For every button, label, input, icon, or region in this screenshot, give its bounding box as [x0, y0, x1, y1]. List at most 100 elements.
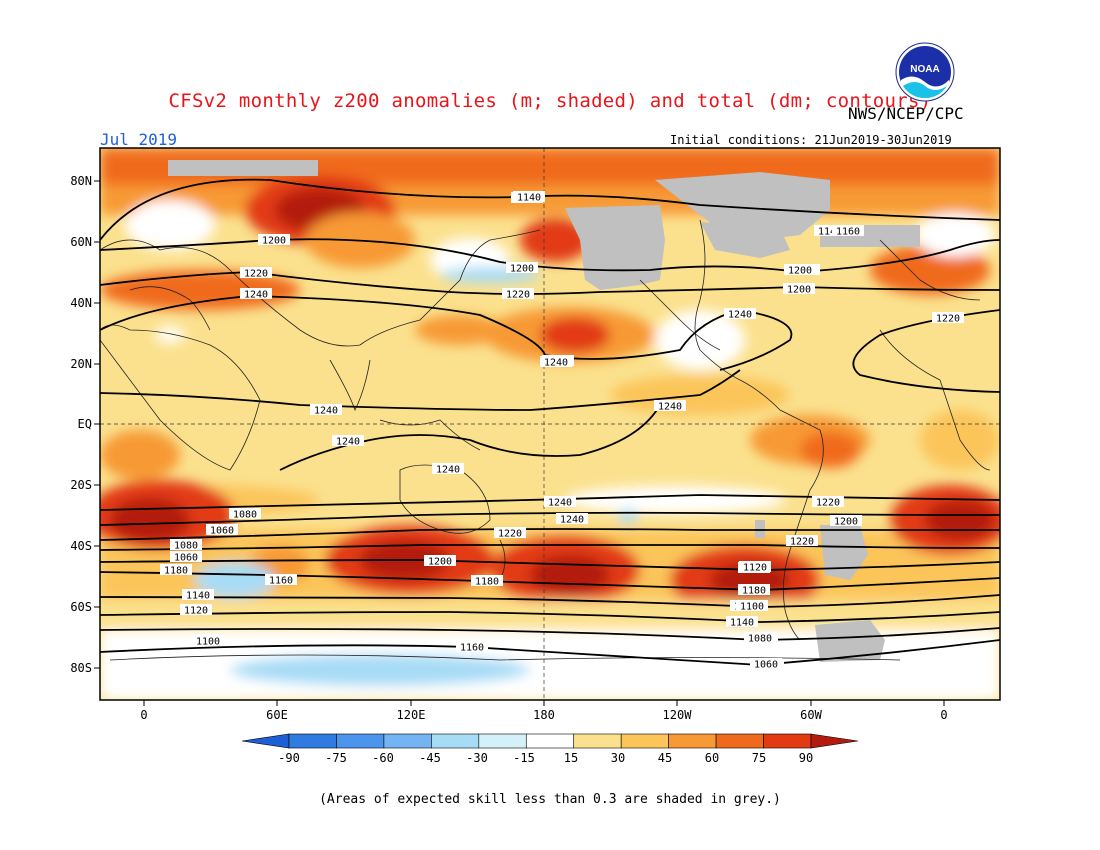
contour-label-bg	[170, 551, 202, 562]
contour-label: 1200	[262, 236, 286, 247]
low-skill-shading	[168, 160, 920, 662]
contour-label-bg	[832, 225, 864, 236]
contour-label: 1180	[742, 586, 766, 597]
contour-label-bg	[494, 527, 526, 538]
contour-label: 1140	[818, 227, 842, 238]
contour-label-bg	[170, 539, 202, 550]
contour-label-bg	[744, 632, 776, 643]
contour-label: 1240	[544, 358, 568, 369]
contour-label-bg	[556, 513, 588, 524]
contour-label: 1200	[510, 264, 534, 275]
contour-label-bg	[192, 635, 224, 646]
contour-label-bg	[750, 658, 782, 669]
lat-label-40n: 40N	[70, 296, 92, 310]
contour-label-bg	[424, 555, 456, 566]
colorbar-tick: 30	[610, 751, 626, 765]
colorbar-swatch	[431, 733, 480, 749]
contour-label-bg	[240, 288, 272, 299]
lat-label-20s: 20S	[70, 478, 92, 492]
contour-label: 1160	[269, 576, 293, 587]
colorbar-swatch	[288, 733, 337, 749]
height-contours	[100, 178, 1000, 666]
contour-label: 1160	[836, 227, 860, 238]
colorbar-swatch	[383, 733, 432, 749]
contour-label: 1240	[560, 515, 584, 526]
contour-label-bg	[724, 308, 756, 319]
contour-label-bg	[332, 435, 364, 446]
contour-label: 1140	[517, 193, 541, 204]
colorbar-swatch	[241, 733, 290, 749]
contour-label-bg	[783, 283, 815, 294]
colorbar-swatch	[573, 733, 622, 749]
contour-label-bg	[206, 524, 238, 535]
colorbar-swatch	[620, 733, 669, 749]
contour-label-bg	[738, 584, 770, 595]
colorbar-tick: 75	[751, 751, 767, 765]
lon-label-60e: 60E	[266, 708, 288, 722]
contour-label: 1200	[788, 266, 812, 277]
contour-label: 1080	[748, 634, 772, 645]
contour-label: 1200	[834, 517, 858, 528]
contour-label: 1220	[790, 537, 814, 548]
colorbar-tick: 45	[657, 751, 673, 765]
colorbar	[241, 733, 859, 749]
contour-label: 1080	[174, 541, 198, 552]
lon-label-60w: 60W	[800, 708, 822, 722]
contour-label-bg	[240, 267, 272, 278]
contour-label: 1060	[754, 660, 778, 671]
colorbar-swatch	[810, 733, 859, 749]
contour-label: 1220	[244, 269, 268, 280]
contour-label-bg	[784, 264, 816, 275]
lon-label-0-west: 0	[140, 708, 148, 722]
lat-label-80s: 80S	[70, 661, 92, 675]
contour-label: 1140	[730, 618, 754, 629]
colorbar-swatch	[715, 733, 764, 749]
contour-label: 1220	[506, 290, 530, 301]
contour-label-bg	[540, 356, 572, 367]
contour-label-bg	[736, 600, 768, 611]
colorbar-swatch	[336, 733, 385, 749]
contour-label-bg	[932, 312, 964, 323]
contour-label-bg	[812, 496, 844, 507]
contour-label: 1240	[336, 437, 360, 448]
contour-label: 1140	[186, 591, 210, 602]
colorbar-swatch	[525, 733, 575, 749]
noaa-logo-text: NOAA	[910, 64, 939, 75]
contour-label-bg	[160, 564, 192, 575]
lat-label-20n: 20N	[70, 357, 92, 371]
colorbar-swatch	[668, 733, 717, 749]
contour-label-bg	[432, 463, 464, 474]
contour-label-bg	[654, 400, 686, 411]
contour-label: 1160	[460, 643, 484, 654]
contour-label-bg	[265, 574, 297, 585]
lon-label-120w: 120W	[662, 708, 692, 722]
lon-label-180: 180	[533, 708, 555, 722]
lon-label-0-east: 0	[940, 708, 948, 722]
coastlines	[100, 219, 991, 661]
contour-label-bg	[786, 535, 818, 546]
lat-label-60s: 60S	[70, 600, 92, 614]
colorbar-tick: 60	[704, 751, 720, 765]
contour-label: 1240	[436, 465, 460, 476]
contour-label: 1240	[314, 406, 338, 417]
contour-label: 1220	[936, 314, 960, 325]
contour-label: 1080	[233, 510, 257, 521]
contour-label: 1220	[816, 498, 840, 509]
contour-label-bg	[814, 225, 846, 236]
lon-label-120e: 120E	[396, 708, 426, 722]
contour-label: 1240	[244, 290, 268, 301]
contour-label-bg	[739, 561, 771, 572]
colorbar-tick: 15	[563, 751, 579, 765]
contour-label-bg	[513, 191, 545, 202]
colorbar-tick: -75	[325, 751, 347, 765]
agency-label: NWS/NCEP/CPC	[848, 104, 964, 123]
contour-label-bg	[258, 234, 290, 245]
contour-label: 1120	[184, 606, 208, 617]
contour-label: 1180	[164, 566, 188, 577]
colorbar-tick: -15	[513, 751, 535, 765]
contour-label: 1180	[475, 577, 499, 588]
initial-conditions: Initial conditions: 21Jun2019-30Jun2019	[670, 133, 952, 147]
contour-label-bg	[544, 496, 576, 507]
contour-label: 1060	[174, 553, 198, 564]
